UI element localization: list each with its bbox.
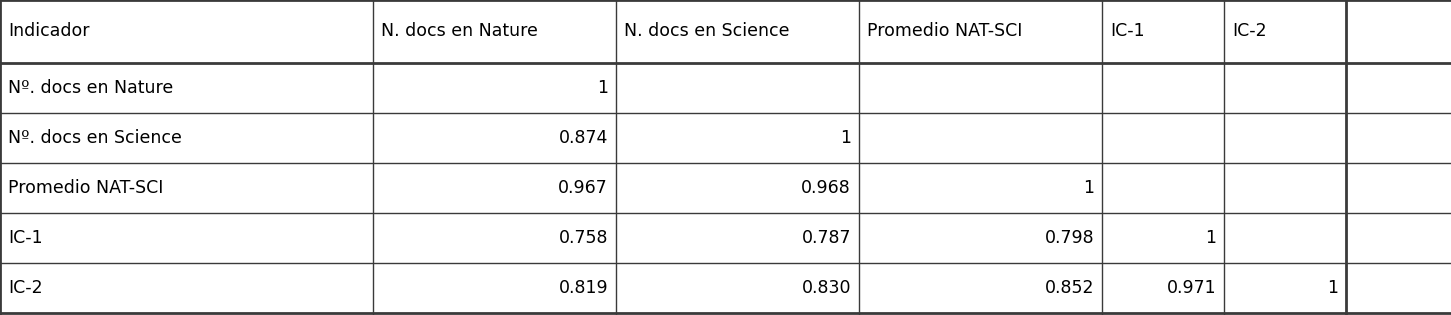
Text: IC-2: IC-2	[1232, 22, 1267, 41]
Text: 0.852: 0.852	[1045, 279, 1094, 297]
Text: N. docs en Science: N. docs en Science	[624, 22, 789, 41]
Text: Promedio NAT-SCI: Promedio NAT-SCI	[9, 179, 164, 197]
Text: 0.758: 0.758	[559, 229, 608, 247]
Text: IC-1: IC-1	[1110, 22, 1145, 41]
Text: IC-1: IC-1	[9, 229, 42, 247]
Text: Nº. docs en Nature: Nº. docs en Nature	[9, 79, 173, 97]
Text: 0.830: 0.830	[801, 279, 850, 297]
Text: 0.968: 0.968	[801, 179, 850, 197]
Text: 0.971: 0.971	[1167, 279, 1216, 297]
Text: Promedio NAT-SCI: Promedio NAT-SCI	[868, 22, 1023, 41]
Text: Nº. docs en Science: Nº. docs en Science	[9, 129, 181, 147]
Text: IC-2: IC-2	[9, 279, 42, 297]
Text: 1: 1	[840, 129, 850, 147]
Text: 0.819: 0.819	[559, 279, 608, 297]
Text: 0.874: 0.874	[559, 129, 608, 147]
Text: 0.967: 0.967	[559, 179, 608, 197]
Text: 1: 1	[1328, 279, 1338, 297]
Text: 1: 1	[1204, 229, 1216, 247]
Text: 0.798: 0.798	[1045, 229, 1094, 247]
Text: 1: 1	[1082, 179, 1094, 197]
Text: N. docs en Nature: N. docs en Nature	[382, 22, 538, 41]
Text: 1: 1	[596, 79, 608, 97]
Text: Indicador: Indicador	[9, 22, 90, 41]
Text: 0.787: 0.787	[801, 229, 850, 247]
